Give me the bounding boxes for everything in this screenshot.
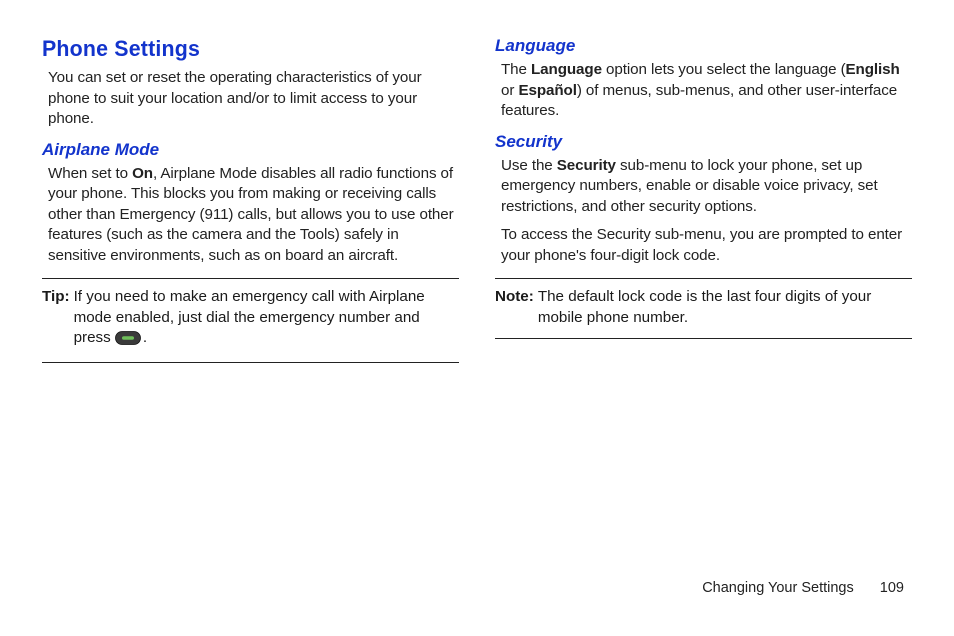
- note-callout: Note: The default lock code is the last …: [495, 278, 912, 339]
- language-heading: Language: [495, 36, 912, 56]
- page-footer: Changing Your Settings 109: [702, 580, 904, 596]
- text-fragment: Use the: [501, 157, 557, 174]
- language-body: The Language option lets you select the …: [501, 60, 912, 122]
- right-column: Language The Language option lets you se…: [495, 36, 912, 363]
- text-fragment: The: [501, 61, 531, 78]
- note-label: Note:: [495, 287, 534, 308]
- note-row: Note: The default lock code is the last …: [495, 287, 912, 328]
- security-body-2: To access the Security sub-menu, you are…: [501, 225, 912, 266]
- bold-security: Security: [557, 157, 616, 174]
- text-fragment: option lets you select the language (: [602, 61, 846, 78]
- note-text: The default lock code is the last four d…: [538, 287, 912, 328]
- security-body-1: Use the Security sub-menu to lock your p…: [501, 156, 912, 218]
- text-fragment: When set to: [48, 165, 132, 182]
- bold-espanol: Español: [518, 82, 576, 99]
- bold-english: English: [846, 61, 900, 78]
- bold-on: On: [132, 165, 153, 182]
- bold-language: Language: [531, 61, 602, 78]
- airplane-mode-body: When set to On, Airplane Mode disables a…: [48, 164, 459, 267]
- airplane-mode-heading: Airplane Mode: [42, 140, 459, 160]
- left-column: Phone Settings You can set or reset the …: [42, 36, 459, 363]
- send-key-icon: [115, 331, 141, 352]
- text-fragment: or: [501, 82, 518, 99]
- footer-section: Changing Your Settings: [702, 580, 854, 596]
- tip-text: If you need to make an emergency call wi…: [74, 287, 459, 352]
- manual-page: Phone Settings You can set or reset the …: [0, 0, 954, 636]
- tip-row: Tip: If you need to make an emergency ca…: [42, 287, 459, 352]
- intro-paragraph: You can set or reset the operating chara…: [48, 68, 459, 130]
- two-column-layout: Phone Settings You can set or reset the …: [42, 36, 912, 363]
- footer-page-number: 109: [880, 580, 904, 596]
- tip-callout: Tip: If you need to make an emergency ca…: [42, 278, 459, 363]
- security-heading: Security: [495, 132, 912, 152]
- tip-label: Tip:: [42, 287, 70, 308]
- page-title: Phone Settings: [42, 36, 446, 62]
- text-fragment: .: [143, 329, 147, 346]
